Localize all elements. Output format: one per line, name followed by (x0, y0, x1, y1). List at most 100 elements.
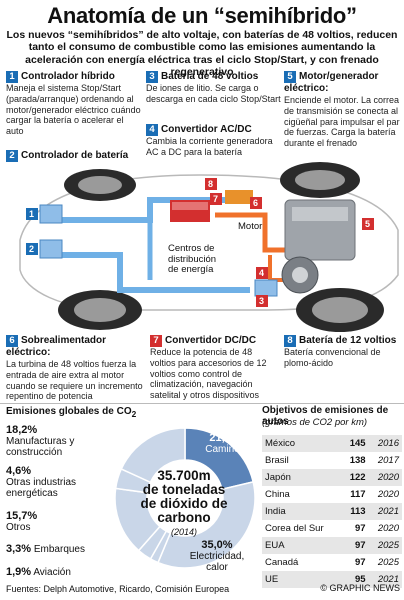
marker-8: 8 (284, 335, 296, 347)
section-divider (0, 403, 404, 404)
component-3-body: De iones de litio. Se carga o descarga e… (146, 83, 281, 104)
label-others: 15,7% Otros (6, 510, 38, 534)
diagram-marker-3 (256, 295, 268, 307)
wheel-rear-left (58, 290, 142, 330)
cell-value: 95 (341, 571, 369, 588)
targets-table: México 145 2016 Brasil 138 2017 Japón 122 2020 Ch… (262, 435, 402, 588)
cell-country: México (262, 435, 342, 452)
donut-center-total: 35.700m de toneladas de dióxido de carbo… (140, 468, 228, 538)
table-row: UE 95 2021 (262, 571, 402, 588)
component-7-body: Reduce la potencia de 48 voltios para ac… (150, 347, 267, 401)
wire-blue-bottom (40, 252, 250, 293)
wheel-front-left (296, 288, 384, 332)
label-electricity: 35,0% Electricidad, calor (189, 539, 245, 574)
wheel-rear-right (64, 169, 136, 201)
diagram-marker-4 (256, 267, 268, 279)
component-5: 5 Motor/generador eléctrico: Enciende el … (284, 71, 400, 149)
table-row: Corea del Sur 97 2020 (262, 520, 402, 537)
component-5-title: Motor/generador eléctrico: (284, 71, 379, 94)
cell-year: 2025 (377, 557, 399, 568)
cell-year: 2020 (368, 469, 402, 486)
diagram-marker-8 (205, 178, 217, 190)
cell-year: 2025 (368, 537, 402, 554)
source-note: Fuentes: Delph Automotive, Ricardo, Comi… (6, 584, 230, 594)
marker-4: 4 (146, 124, 158, 136)
table-row: Canadá 97 2025 (262, 554, 402, 571)
marker-5: 5 (284, 71, 296, 83)
component-4-body: Cambia la corriente generadora AC a DC p… (146, 136, 273, 157)
label-manufacturing: 18,2% Manufacturas y construcción (6, 424, 75, 459)
diagram-marker-6 (250, 197, 262, 209)
battery-12v (225, 190, 253, 204)
page-subtitle: Los nuevos “semihíbridos” de alto voltaj… (6, 29, 398, 79)
svg-text:6: 6 (253, 198, 258, 208)
component-1-body: Maneja el sistema Stop/Start (parada/arr… (6, 83, 141, 137)
car-illustration: 1 2 7 8 6 5 4 3 (19, 162, 399, 332)
cell-value: 97 (354, 523, 366, 534)
component-7: 7 Convertidor DC/DC Reduce la potencia de… (150, 335, 280, 401)
component-4-title: Convertidor AC/DC (161, 124, 252, 135)
cell-country: Brasil (265, 455, 289, 466)
cell-country: Japón (262, 469, 342, 486)
table-row: India 113 2021 (262, 503, 402, 520)
component-8-title: Batería de 12 voltios (299, 335, 397, 346)
component-6-body: La turbina de 48 voltios fuerza la entra… (6, 359, 143, 402)
component-6: 6 Sobrealimentador eléctrico: La turbina … (6, 335, 146, 402)
table-row: China 117 2020 (262, 486, 402, 503)
donut-slice-electricidad-calor (157, 480, 256, 569)
distribution-label: Centros de distribución de energía (168, 243, 217, 275)
diagram-marker-7 (210, 193, 222, 205)
component-1-title: Controlador híbrido (21, 71, 115, 82)
component-2: 2 Controlador de batería (6, 150, 141, 162)
svg-text:1: 1 (29, 209, 34, 219)
component-8-body: Batería convencional de plomo-ácido (284, 347, 381, 368)
svg-text:5: 5 (365, 219, 370, 229)
emissions-donut-chart (114, 427, 256, 569)
cell-value: 122 (341, 469, 369, 486)
cell-value: 97 (341, 537, 369, 554)
marker-1: 1 (6, 71, 18, 83)
dc-converter (254, 279, 278, 297)
cell-country: Corea del Sur (265, 523, 324, 534)
table-row: Japón 122 2020 (262, 469, 402, 486)
marker-7: 7 (150, 335, 162, 347)
cell-value: 117 (350, 489, 366, 500)
cell-country: China (265, 489, 290, 500)
diagram-marker-1 (26, 208, 38, 220)
cell-year: 2017 (377, 455, 399, 466)
marker-2: 2 (6, 150, 18, 162)
credit: © GRAPHIC NEWS (320, 583, 400, 593)
wheel-front-right (280, 162, 360, 198)
cell-value: 145 (341, 435, 369, 452)
component-8: 8 Batería de 12 voltios Batería convencio… (284, 335, 400, 369)
donut-slice-manufacturas-y-construcci-n (120, 427, 186, 484)
cell-year: 2020 (377, 489, 399, 500)
component-4: 4 Convertidor AC/DC Cambia la corriente g… (146, 124, 281, 158)
page-title: Anatomía de un “semihíbrido” (47, 3, 357, 28)
diagram-marker-5 (362, 218, 374, 230)
cell-year: 2021 (368, 503, 402, 520)
diagram-marker-2 (26, 243, 38, 255)
component-3: 3 Batería de 48 voltios De iones de litio… (146, 71, 281, 105)
cell-country: Canadá (265, 557, 299, 568)
component-7-title: Convertidor DC/DC (165, 335, 257, 346)
label-roads: 21,3% Caminos (205, 432, 245, 456)
svg-text:3: 3 (259, 296, 264, 306)
component-5-body: Enciende el motor. La correa de transmis… (284, 95, 400, 149)
label-other-energy: 4,6% Otras industrias energéticas (6, 465, 77, 500)
svg-text:7: 7 (213, 194, 218, 204)
motor-label: Motor (238, 221, 263, 232)
cell-value: 138 (349, 455, 366, 466)
label-aviation: 1,9% Aviación (6, 566, 71, 579)
cell-value: 113 (341, 503, 369, 520)
hybrid-controller (39, 204, 63, 224)
cell-country: EUA (262, 537, 342, 554)
targets-subtitle: (gramos de CO2 por km) (262, 417, 368, 428)
label-shipping: 3,3% Embarques (6, 543, 85, 556)
car-diagram: 1 2 7 8 6 5 4 3 Motor Centros de distrib… (0, 160, 404, 335)
component-2-title: Controlador de batería (21, 150, 129, 161)
component-1: 1 Controlador híbrido Maneja el sistema S… (6, 71, 141, 137)
targets-title: Objetivos de emisiones de autos (262, 405, 389, 427)
cell-country: UE (262, 571, 342, 588)
svg-text:4: 4 (259, 268, 264, 278)
